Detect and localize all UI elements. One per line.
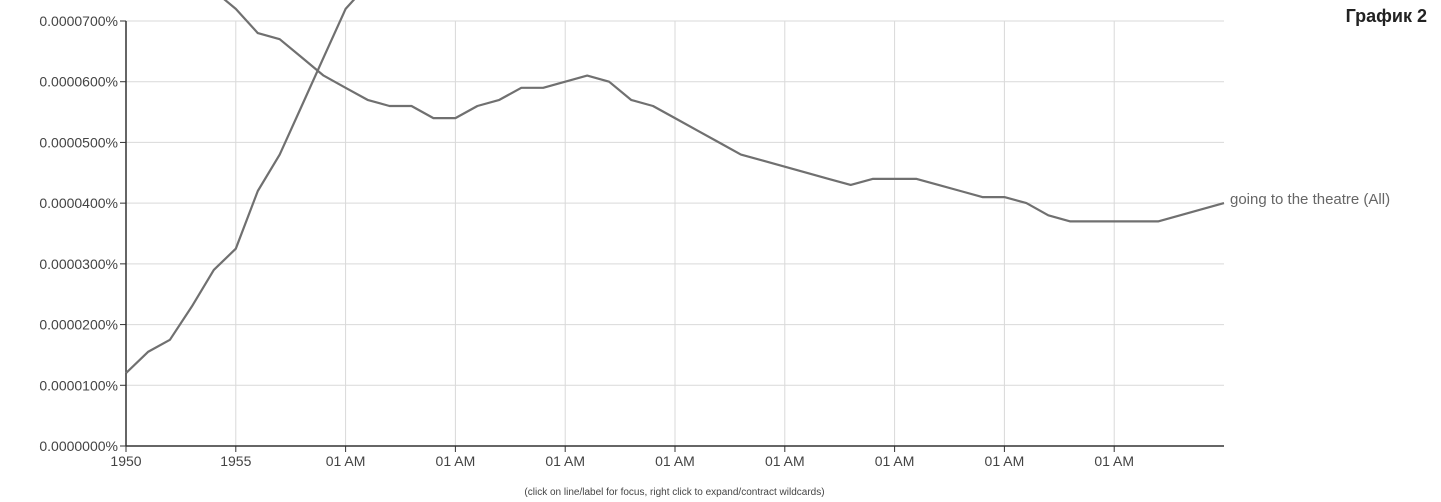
axes: [120, 20, 1224, 452]
series-lines[interactable]: [125, 0, 1225, 374]
x-tick-label: 01 AM: [655, 453, 695, 469]
y-tick-label: 0.0000000%: [39, 438, 118, 454]
x-tick-label: 1950: [110, 453, 141, 469]
y-tick-label: 0.0000200%: [39, 317, 118, 333]
grid-lines: [126, 20, 1224, 446]
x-tick-label: 1955: [220, 453, 251, 469]
y-tick-label: 0.0000400%: [39, 195, 118, 211]
x-tick-label: 01 AM: [1094, 453, 1134, 469]
x-tick-label: 01 AM: [875, 453, 915, 469]
y-tick-label: 0.0000500%: [39, 134, 118, 150]
x-tick-label: 01 AM: [545, 453, 585, 469]
labels: 0.0000000% 0.0000100% 0.0000200% 0.0000300%…: [39, 13, 1390, 469]
x-tick-label: 01 AM: [765, 453, 805, 469]
x-tick-label: 01 AM: [326, 453, 366, 469]
x-tick-label: 01 AM: [436, 453, 476, 469]
series-line-2[interactable]: [126, 0, 1225, 223]
footnote: (click on line/label for focus, right cl…: [524, 487, 825, 498]
y-tick-label: 0.0000100%: [39, 377, 118, 393]
y-tick-label: 0.0000300%: [39, 256, 118, 272]
y-tick-label: 0.0000600%: [39, 74, 118, 90]
series-line-0[interactable]: [125, 0, 1224, 374]
chart-title: График 2: [1345, 6, 1427, 26]
series-label-2[interactable]: going to the theatre (All): [1230, 191, 1390, 208]
x-tick-label: 01 AM: [985, 453, 1025, 469]
y-tick-label: 0.0000700%: [39, 13, 118, 29]
